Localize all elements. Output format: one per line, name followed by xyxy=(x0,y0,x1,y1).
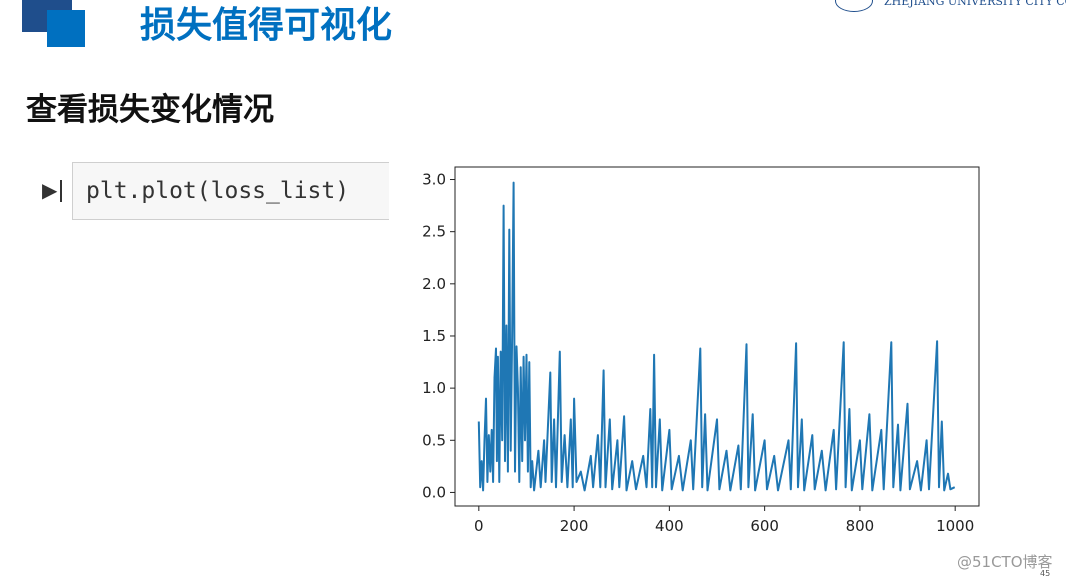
x-tick-label: 400 xyxy=(655,517,684,535)
y-tick-label: 1.0 xyxy=(422,379,446,397)
x-tick-label: 1000 xyxy=(936,517,974,535)
loss-line xyxy=(477,181,956,492)
plot-frame xyxy=(454,166,980,507)
y-tick-label: 1.5 xyxy=(422,327,446,345)
slide-title: 损失值得可视化 xyxy=(140,5,393,46)
code-text: plt.plot(loss_list) xyxy=(86,178,350,204)
x-tick-label: 800 xyxy=(846,517,875,535)
run-icon-bar xyxy=(60,180,62,202)
watermark: @51CTO博客 xyxy=(957,553,1053,571)
run-icon[interactable]: ▶︎ xyxy=(42,178,58,202)
deco-square xyxy=(47,10,85,47)
logo-text: ZHEJIANG UNIVERSITY CITY CO xyxy=(884,0,1066,8)
y-tick-label: 2.5 xyxy=(422,223,446,241)
x-tick-label: 0 xyxy=(474,517,484,535)
code-cell[interactable] xyxy=(72,162,389,220)
y-tick-label: 0.5 xyxy=(422,431,446,449)
x-tick-label: 200 xyxy=(560,517,589,535)
page-number: 45 xyxy=(1040,569,1051,578)
y-tick-label: 0.0 xyxy=(422,483,446,501)
x-tick-label: 600 xyxy=(750,517,779,535)
section-heading: 查看损失变化情况 xyxy=(26,92,274,128)
y-tick-label: 2.0 xyxy=(422,275,446,293)
y-tick-label: 3.0 xyxy=(422,171,446,189)
